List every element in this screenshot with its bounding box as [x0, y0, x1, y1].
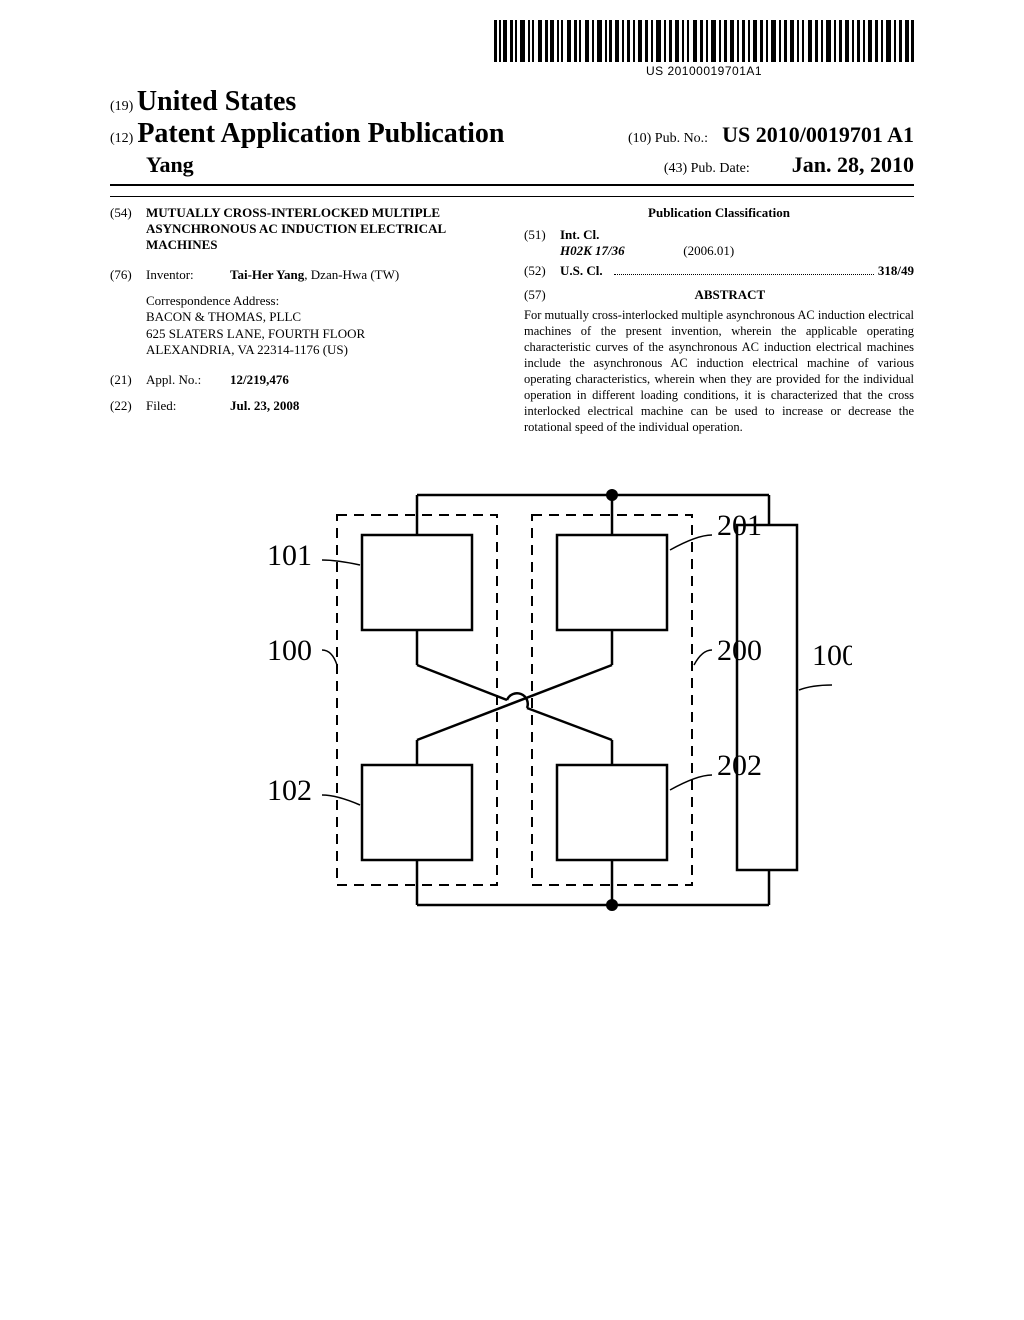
rule-thick — [110, 184, 914, 186]
header-country: (19) United States — [110, 86, 914, 118]
pubdate-label: Pub. Date: — [691, 161, 750, 176]
abstract-heading: (57) ABSTRACT — [524, 287, 914, 303]
biblio-right-col: Publication Classification (51) Int. Cl.… — [524, 205, 914, 435]
corr-line3: ALEXANDRIA, VA 22314-1176 (US) — [146, 342, 500, 358]
inventor-label: Inventor: — [146, 267, 230, 283]
fig-label-102: 102 — [267, 774, 312, 807]
pub-no: (10) Pub. No.: US 2010/0019701 A1 — [628, 122, 914, 148]
applno-field: (21) Appl. No.: 12/219,476 — [110, 372, 500, 388]
doc-kind-num: (12) — [110, 131, 133, 146]
fig-label-200: 200 — [717, 634, 762, 667]
invention-title: MUTUALLY CROSS-INTERLOCKED MULTIPLE ASYN… — [146, 205, 500, 253]
intcl-date: (2006.01) — [683, 243, 734, 258]
corr-line1: BACON & THOMAS, PLLC — [146, 309, 500, 325]
patent-figure: 101 100 102 201 200 202 1000 — [110, 465, 914, 920]
pubno-num: (10) — [628, 131, 651, 146]
uscl-label: U.S. Cl. — [560, 263, 610, 279]
intcl-label: Int. Cl. — [560, 227, 620, 243]
rule-thin — [110, 196, 914, 197]
pubclass-heading: Publication Classification — [524, 205, 914, 221]
barcode: US 20100019701A1 — [494, 20, 914, 78]
pub-date: (43) Pub. Date: Jan. 28, 2010 — [664, 152, 914, 178]
fig-label-101: 101 — [267, 539, 312, 572]
applno-value: 12/219,476 — [230, 372, 500, 388]
uscl-field: (52) U.S. Cl. 318/49 — [524, 263, 914, 279]
intcl-line: H02K 17/36 (2006.01) — [560, 243, 914, 259]
biblio-left-col: (54) MUTUALLY CROSS-INTERLOCKED MULTIPLE… — [110, 205, 500, 435]
title-num: (54) — [110, 205, 146, 253]
fig-label-202: 202 — [717, 749, 762, 782]
filed-label: Filed: — [146, 398, 230, 414]
fig-label-100: 100 — [267, 634, 312, 667]
pubno-value: US 2010/0019701 A1 — [722, 122, 914, 147]
header: (19) United States (12) Patent Applicati… — [110, 86, 914, 178]
uscl-dots — [614, 274, 874, 275]
intcl-num: (51) — [524, 227, 560, 243]
pubno-label: Pub. No.: — [655, 131, 708, 146]
fig-label-201: 201 — [717, 509, 762, 542]
intcl-field: (51) Int. Cl. — [524, 227, 914, 243]
inventor-field: (76) Inventor: Tai-Her Yang, Dzan-Hwa (T… — [110, 267, 500, 283]
fig-label-1000: 1000 — [812, 639, 852, 672]
country-name: United States — [137, 86, 296, 117]
inventor-value: Tai-Her Yang, Dzan-Hwa (TW) — [230, 267, 500, 283]
country-num: (19) — [110, 99, 133, 114]
pubdate-num: (43) — [664, 161, 687, 176]
filed-num: (22) — [110, 398, 146, 414]
title-field: (54) MUTUALLY CROSS-INTERLOCKED MULTIPLE… — [110, 205, 500, 253]
filed-value: Jul. 23, 2008 — [230, 398, 500, 414]
abstract-num: (57) — [524, 287, 546, 303]
author-name: Yang — [110, 152, 194, 178]
abstract-text: For mutually cross-interlocked multiple … — [524, 307, 914, 435]
abstract-label: ABSTRACT — [694, 287, 765, 302]
inventor-num: (76) — [110, 267, 146, 283]
uscl-value: 318/49 — [878, 263, 914, 279]
figure-svg: 101 100 102 201 200 202 1000 — [172, 465, 852, 915]
applno-label: Appl. No.: — [146, 372, 230, 388]
correspondence-address: Correspondence Address: BACON & THOMAS, … — [146, 293, 500, 358]
inventor-suffix: , Dzan-Hwa (TW) — [304, 267, 399, 282]
corr-label: Correspondence Address: — [146, 293, 500, 309]
barcode-block: US 20100019701A1 — [110, 20, 914, 80]
inventor-name: Tai-Her Yang — [230, 267, 304, 282]
pubdate-value: Jan. 28, 2010 — [792, 152, 914, 177]
applno-num: (21) — [110, 372, 146, 388]
corr-line2: 625 SLATERS LANE, FOURTH FLOOR — [146, 326, 500, 342]
intcl-code: H02K 17/36 — [560, 243, 680, 259]
filed-field: (22) Filed: Jul. 23, 2008 — [110, 398, 500, 414]
uscl-num: (52) — [524, 263, 560, 279]
barcode-svg — [494, 20, 914, 62]
bibliographic-data: (54) MUTUALLY CROSS-INTERLOCKED MULTIPLE… — [110, 205, 914, 435]
doc-kind: (12) Patent Application Publication — [110, 118, 504, 150]
barcode-text: US 20100019701A1 — [494, 64, 914, 78]
doc-kind-text: Patent Application Publication — [137, 118, 504, 149]
